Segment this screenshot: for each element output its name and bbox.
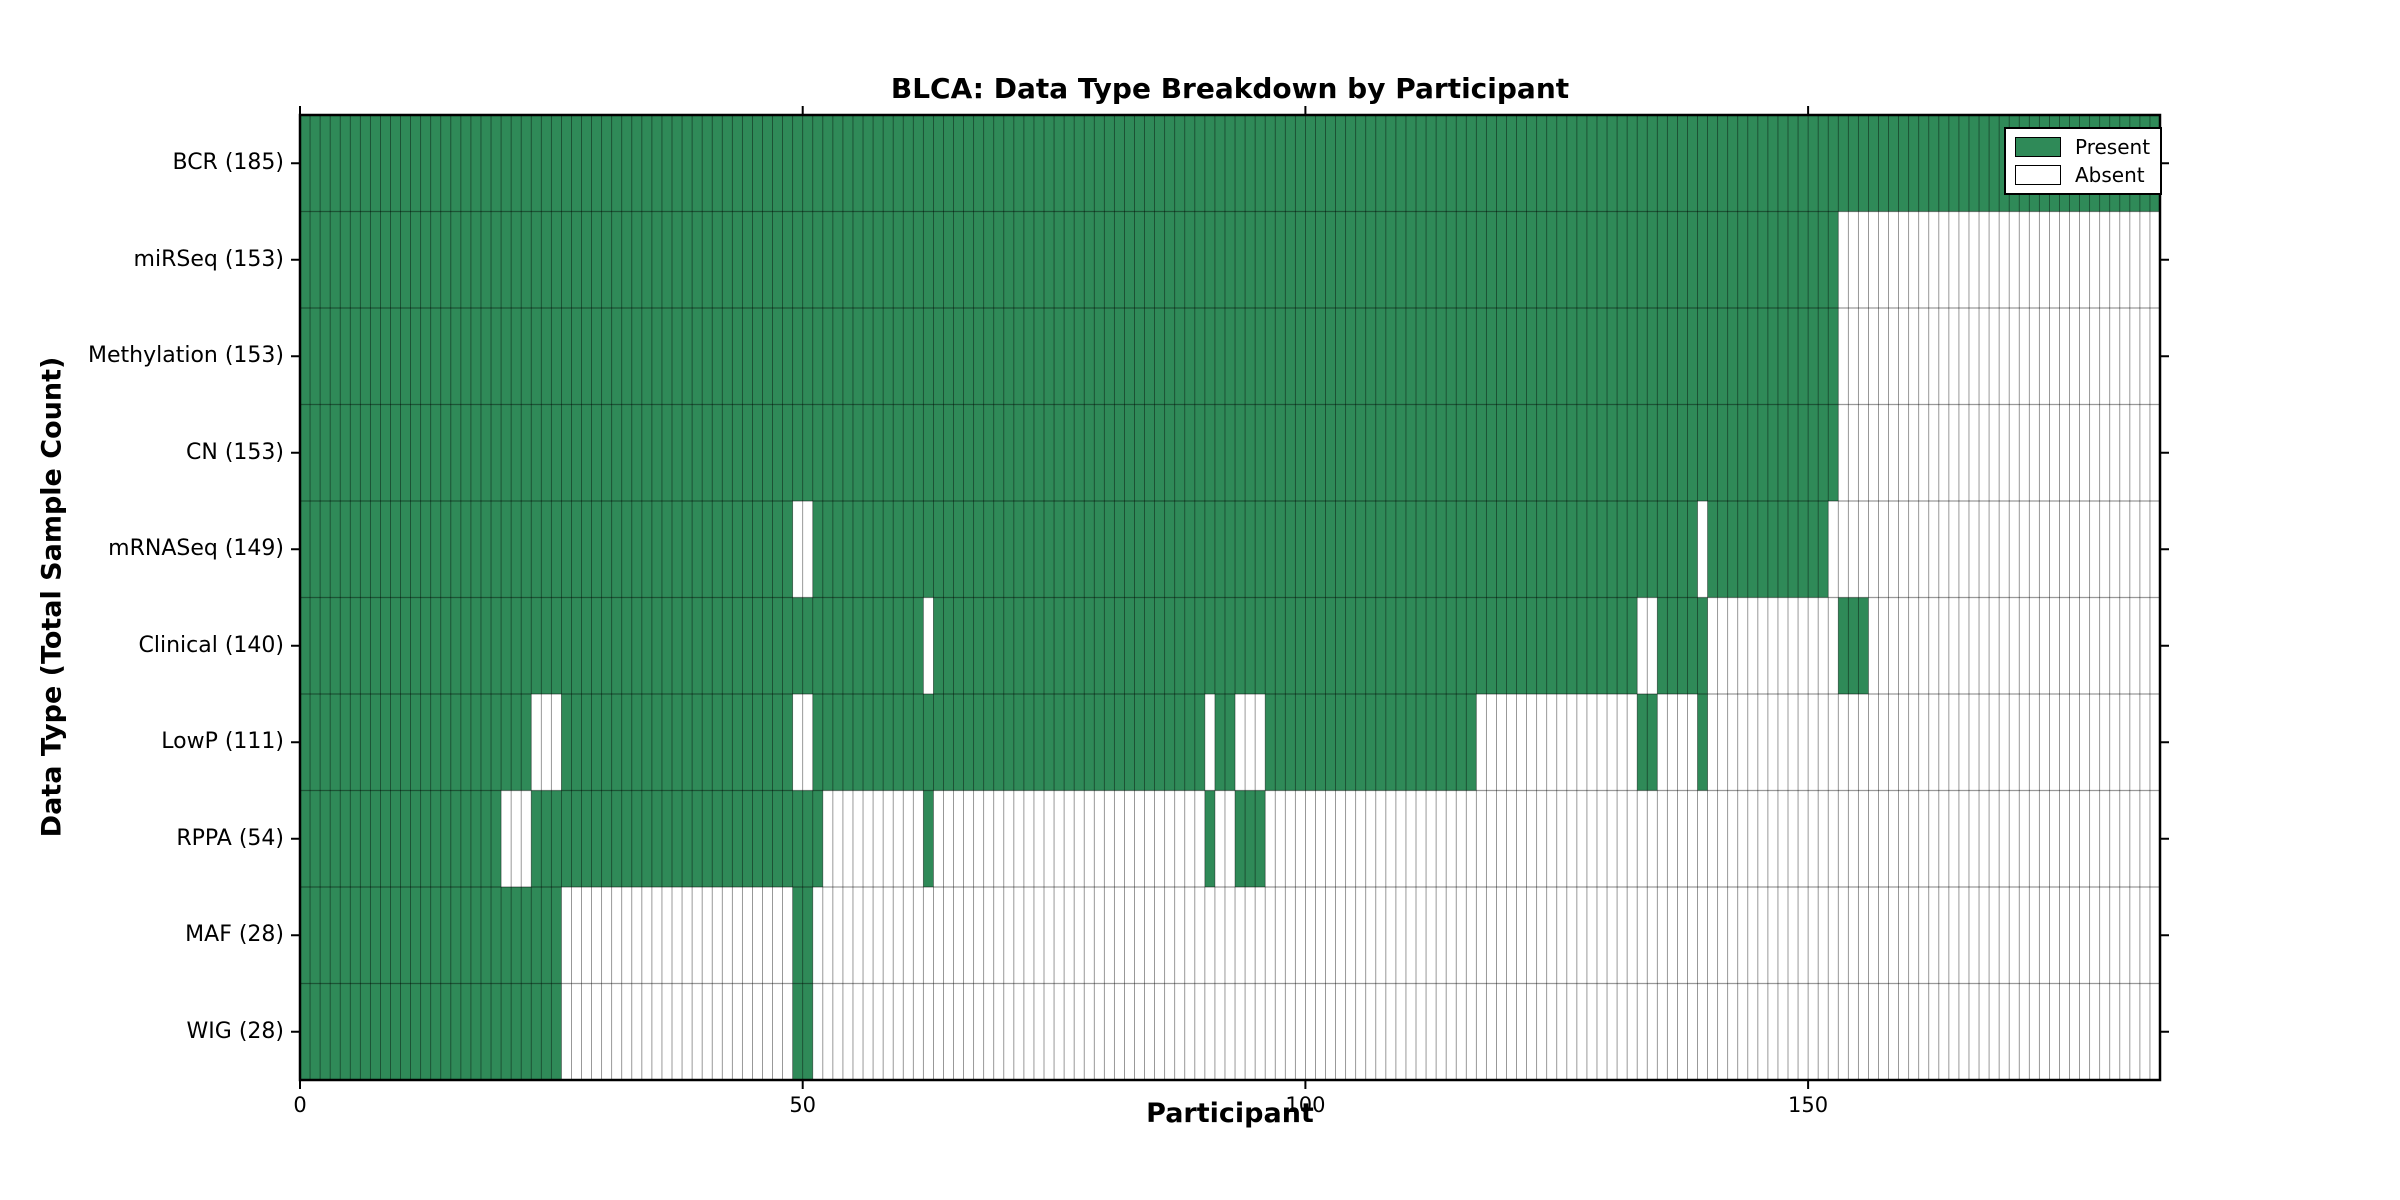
legend-label-absent: Absent [2075,163,2145,187]
present-segment [1235,790,1266,887]
legend: Present Absent [2004,127,2163,195]
present-segment [1265,694,1477,791]
x-tick-label: 50 [789,1093,817,1117]
present-segment [300,211,1839,308]
present-segment [1204,790,1215,887]
present-segment [300,115,2160,212]
y-tick-label: RPPA (54) [176,825,284,851]
x-axis-label: Participant [1146,1098,1314,1129]
absent-swatch-icon [2015,165,2061,185]
y-tick-label: MAF (28) [185,922,284,948]
y-tick-label: mRNASeq (149) [108,536,284,562]
y-tick-label: Methylation (153) [88,343,284,369]
y-tick-label: CN (153) [186,439,284,465]
present-segment [300,404,1839,501]
present-segment [1838,597,1869,694]
present-segment [1657,597,1708,694]
y-tick-label: WIG (28) [186,1018,284,1044]
y-tick-label: BCR (185) [172,150,284,176]
y-tick-label: LowP (111) [161,729,284,755]
present-swatch-icon [2015,137,2061,157]
present-segment [812,694,1205,791]
y-tick-label: Clinical (140) [138,632,284,658]
legend-item-absent: Absent [2015,164,2150,186]
chart-title: BLCA: Data Type Breakdown by Participant [890,72,1570,105]
x-tick-label: 100 [1285,1093,1326,1117]
y-tick-label: miRSeq (153) [133,246,284,272]
present-segment [300,501,793,598]
legend-item-present: Present [2015,136,2150,158]
present-segment [923,790,934,887]
present-segment [300,308,1839,405]
x-tick-label: 150 [1788,1093,1829,1117]
present-segment [531,790,823,887]
present-segment [561,694,793,791]
present-segment [300,694,532,791]
x-tick-label: 0 [293,1093,307,1117]
present-segment [1697,694,1708,791]
legend-label-present: Present [2075,135,2151,159]
